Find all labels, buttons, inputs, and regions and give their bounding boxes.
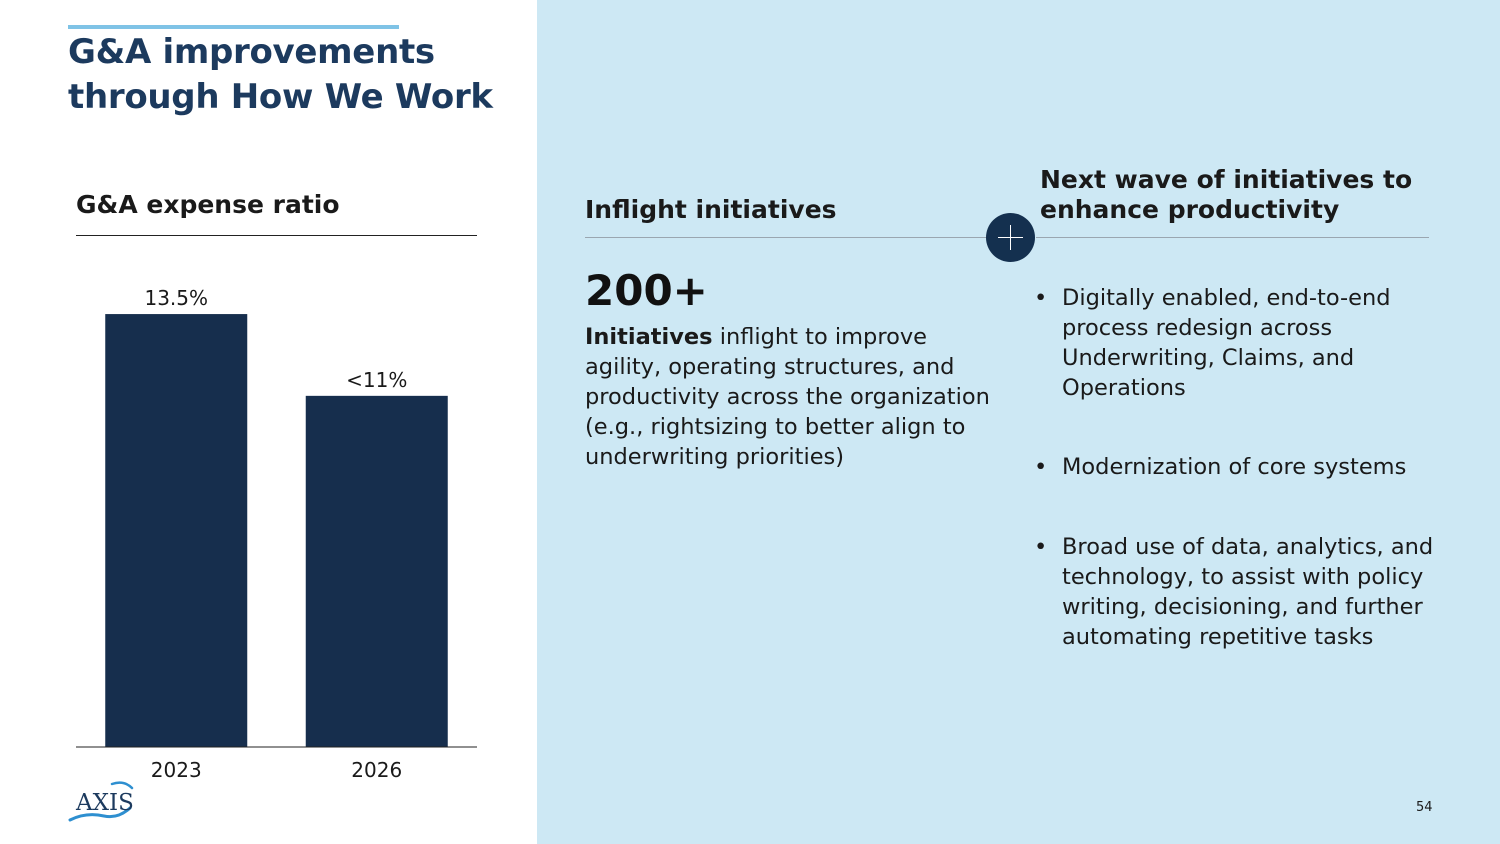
bar-2026 bbox=[305, 395, 448, 747]
title-accent-bar bbox=[68, 25, 399, 29]
next-wave-rule bbox=[1036, 237, 1429, 238]
bullet-text: Digitally enabled, end-to-end process re… bbox=[1062, 285, 1391, 401]
bullet-item: • Broad use of data, analytics, and tech… bbox=[1034, 532, 1434, 652]
bullet-text: Broad use of data, analytics, and techno… bbox=[1062, 534, 1434, 650]
expense-ratio-chart: 13.5% 2023 <11% 2026 bbox=[76, 286, 477, 782]
right-panel bbox=[537, 0, 1500, 844]
bullet-dot-icon: • bbox=[1034, 454, 1048, 480]
x-tick-label: 2023 bbox=[151, 758, 202, 782]
page-title: G&A improvements through How We Work bbox=[68, 32, 493, 117]
initiatives-count: 200+ bbox=[585, 266, 708, 315]
next-wave-heading: Next wave of initiatives to enhance prod… bbox=[1040, 165, 1413, 224]
plus-icon bbox=[986, 213, 1035, 262]
x-tick-label: 2026 bbox=[351, 758, 402, 782]
inflight-description: Initiatives inflight to improve agility,… bbox=[585, 322, 995, 472]
bullet-item: • Digitally enabled, end-to-end process … bbox=[1034, 283, 1434, 403]
axis-logo: AXIS bbox=[66, 778, 136, 830]
bullet-dot-icon: • bbox=[1034, 285, 1048, 311]
inflight-heading: Inflight initiatives bbox=[585, 195, 837, 224]
bullet-text: Modernization of core systems bbox=[1062, 454, 1407, 480]
inflight-rule bbox=[585, 237, 987, 238]
page-number: 54 bbox=[1416, 800, 1433, 815]
bar-2023 bbox=[105, 314, 248, 747]
data-label-2023: 13.5% bbox=[144, 286, 208, 310]
logo-text: AXIS bbox=[75, 790, 134, 816]
bullet-dot-icon: • bbox=[1034, 534, 1048, 560]
chart-heading-rule bbox=[76, 235, 477, 236]
data-label-2026: <11% bbox=[346, 368, 407, 392]
chart-heading: G&A expense ratio bbox=[76, 190, 340, 219]
bullet-item: • Modernization of core systems bbox=[1034, 452, 1434, 482]
inflight-body: inflight to improve agility, operating s… bbox=[585, 324, 990, 470]
inflight-lead: Initiatives bbox=[585, 324, 713, 350]
